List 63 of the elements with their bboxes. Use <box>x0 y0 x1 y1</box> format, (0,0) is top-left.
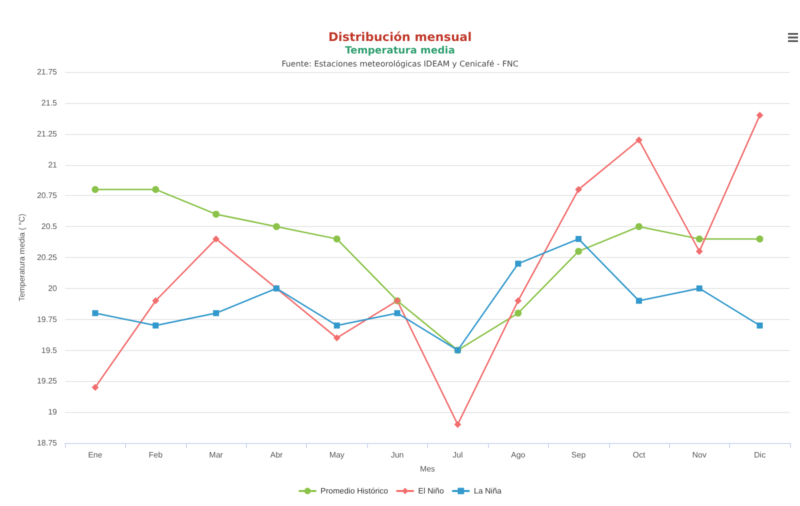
source-note: Fuente: Estaciones meteorológicas IDEAM y Cenicafé - FNC <box>282 60 519 68</box>
x-tick-label: Abr <box>270 450 284 460</box>
point <box>454 420 462 428</box>
y-tick-label: 19.5 <box>41 346 58 355</box>
point <box>756 235 764 242</box>
legend-label: El Niño <box>418 486 444 496</box>
x-tick-label: Jul <box>452 450 464 460</box>
legend-label: La Niña <box>474 486 502 496</box>
y-tick-label: 20.75 <box>36 191 58 200</box>
y-tick-label: 20 <box>48 284 58 293</box>
point <box>272 223 280 230</box>
chart-subtitle: Temperatura media <box>345 46 455 56</box>
point <box>152 297 160 304</box>
point <box>756 322 763 329</box>
point <box>696 285 702 292</box>
x-tick-label: Dic <box>754 450 766 460</box>
point <box>635 136 642 144</box>
x-tick-label: Mar <box>209 450 224 460</box>
y-tick-label: 19 <box>48 408 58 417</box>
y-tick-label: 21.25 <box>36 129 58 138</box>
point <box>696 235 703 242</box>
x-tick-label: Ene <box>88 450 103 460</box>
point <box>213 310 220 316</box>
x-tick-label: Feb <box>148 450 164 460</box>
x-tick-label: Ago <box>511 450 526 460</box>
y-tick-label: 21.75 <box>36 68 58 76</box>
point <box>576 236 582 242</box>
point <box>152 322 159 329</box>
x-tick-label: Nov <box>692 450 706 460</box>
legend-label: Promedio Histórico <box>320 486 389 496</box>
point <box>515 260 522 267</box>
x-axis-title: Mes <box>420 464 436 474</box>
y-tick-label: 20.25 <box>36 253 58 262</box>
x-tick-label: Sep <box>571 450 586 460</box>
y-tick-label: 19.75 <box>36 314 58 324</box>
y-axis-title: Temperatura media ( °C) <box>18 213 27 302</box>
y-tick-label: 20.5 <box>41 222 58 232</box>
point <box>212 235 220 242</box>
point <box>152 186 160 193</box>
point <box>636 298 642 304</box>
point <box>394 310 400 316</box>
point <box>635 223 642 230</box>
point <box>92 310 98 316</box>
y-tick-label: 21.5 <box>41 98 58 108</box>
chart-title: Distribución mensual <box>328 30 472 44</box>
y-tick-label: 21 <box>48 160 58 170</box>
point <box>333 235 340 242</box>
point <box>334 322 340 329</box>
y-tick-label: 18.75 <box>36 438 58 448</box>
x-tick-label: Jun <box>390 450 404 460</box>
point <box>514 297 522 304</box>
point <box>333 334 340 342</box>
x-tick-label: May <box>329 450 344 460</box>
y-tick-label: 19.25 <box>36 376 58 386</box>
point <box>212 210 220 218</box>
point <box>92 384 99 391</box>
point <box>696 248 703 255</box>
point <box>575 248 582 255</box>
point <box>575 186 582 193</box>
point <box>92 186 99 193</box>
point <box>756 112 764 119</box>
point <box>514 310 522 317</box>
x-tick-label: Oct <box>632 450 646 460</box>
